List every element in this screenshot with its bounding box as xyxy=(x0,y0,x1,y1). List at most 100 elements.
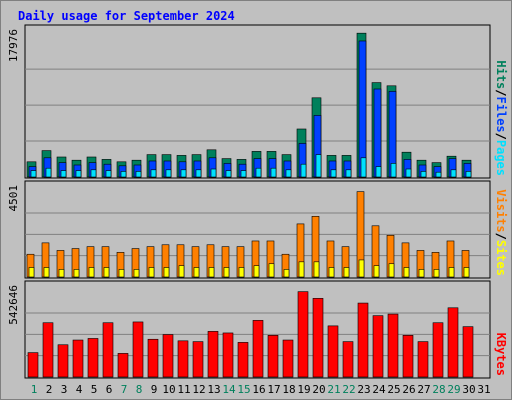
legend-entry: / xyxy=(494,133,508,140)
y-max-label: 17976 xyxy=(7,29,20,62)
legend-top: Hits/Files/Pages xyxy=(494,60,508,176)
x-label-day: 8 xyxy=(136,383,143,396)
x-label-day: 13 xyxy=(207,383,220,396)
bar-kbytes-day-23 xyxy=(357,302,369,378)
x-label-day: 5 xyxy=(91,383,98,396)
bar-sites-day-27 xyxy=(418,269,425,278)
bar-pages-day-27 xyxy=(420,171,427,178)
x-label-day: 16 xyxy=(252,383,265,396)
legend-entry: KBytes xyxy=(494,333,508,376)
legend-entry: / xyxy=(494,89,508,96)
x-axis-labels: 1 2 3 4 5 6 7 8 9 10 11 12 13 14 15 16 17 18 19 20 21 22 23 24 2… xyxy=(31,383,491,396)
x-label-day: 27 xyxy=(417,383,430,396)
x-label-day: 6 xyxy=(106,383,113,396)
bar-sites-day-25 xyxy=(388,263,395,278)
bar-sites-day-18 xyxy=(283,269,290,278)
bar-pages-day-25 xyxy=(390,163,397,178)
bar-pages-day-15 xyxy=(240,170,247,178)
bar-pages-day-16 xyxy=(255,167,262,178)
bar-sites-day-8 xyxy=(133,269,140,278)
chart-panels: 17976 Hits/Files/Pages 4501 Visits/Sites 542… xyxy=(7,24,508,379)
bar-pages-day-22 xyxy=(345,169,352,178)
bar-pages-day-20 xyxy=(315,154,322,178)
bar-kbytes-day-3 xyxy=(57,344,69,378)
bar-kbytes-day-28 xyxy=(432,322,444,378)
x-label-day: 21 xyxy=(327,383,340,396)
chart-title: Daily usage for September 2024 xyxy=(18,9,235,23)
x-label-day: 17 xyxy=(267,383,280,396)
legend-entry: Pages xyxy=(494,140,508,176)
bar-kbytes-day-16 xyxy=(252,320,264,378)
bar-kbytes-day-14 xyxy=(222,332,234,378)
bar-sites-day-26 xyxy=(403,267,410,278)
bar-kbytes-day-5 xyxy=(87,338,99,378)
x-label-day: 19 xyxy=(297,383,310,396)
x-label-day: 9 xyxy=(151,383,158,396)
bar-sites-day-19 xyxy=(298,261,305,278)
bar-kbytes-day-19 xyxy=(297,291,309,378)
bar-pages-day-13 xyxy=(210,168,217,178)
bar-kbytes-day-18 xyxy=(282,339,294,378)
bar-pages-day-8 xyxy=(135,171,142,178)
bar-kbytes-day-21 xyxy=(327,325,339,378)
bar-kbytes-day-25 xyxy=(387,313,399,378)
panel-middle: 4501 Visits/Sites xyxy=(7,180,508,279)
bar-kbytes-day-10 xyxy=(162,334,174,378)
legend-entry: Hits xyxy=(494,60,508,89)
bar-pages-day-21 xyxy=(330,169,337,178)
bar-pages-day-7 xyxy=(120,171,127,178)
bar-kbytes-day-17 xyxy=(267,335,279,378)
bar-pages-day-24 xyxy=(375,166,382,178)
bar-files-day-24 xyxy=(373,88,382,178)
x-label-day: 31 xyxy=(477,383,490,396)
bar-sites-day-16 xyxy=(253,265,260,278)
bar-kbytes-day-29 xyxy=(447,307,459,378)
x-label-day: 28 xyxy=(432,383,445,396)
bar-kbytes-day-9 xyxy=(147,338,159,378)
bar-sites-day-15 xyxy=(238,267,245,278)
bar-pages-day-2 xyxy=(45,167,52,178)
bar-pages-day-3 xyxy=(60,170,67,178)
bar-pages-day-28 xyxy=(435,171,442,178)
bar-kbytes-day-4 xyxy=(72,339,84,378)
bar-kbytes-day-26 xyxy=(402,335,414,378)
x-label-day: 14 xyxy=(222,383,236,396)
bar-sites-day-20 xyxy=(313,261,320,278)
x-label-day: 18 xyxy=(282,383,295,396)
bar-kbytes-day-30 xyxy=(462,326,474,378)
y-max-label: 542646 xyxy=(7,285,20,325)
bar-pages-day-29 xyxy=(450,169,457,178)
x-label-day: 26 xyxy=(402,383,415,396)
x-label-day: 11 xyxy=(177,383,190,396)
x-label-day: 4 xyxy=(76,383,83,396)
bar-sites-day-11 xyxy=(178,265,185,278)
legend-entry: Sites xyxy=(494,240,508,276)
bar-files-day-23 xyxy=(358,40,367,178)
bar-sites-day-13 xyxy=(208,267,215,278)
bar-kbytes-day-22 xyxy=(342,341,354,378)
bar-pages-day-18 xyxy=(285,169,292,178)
bar-pages-day-30 xyxy=(465,171,472,178)
legend-middle: Visits/Sites xyxy=(494,189,508,276)
x-label-day: 22 xyxy=(342,383,355,396)
bar-pages-day-26 xyxy=(405,168,412,178)
bar-sites-day-7 xyxy=(118,269,125,278)
bar-kbytes-day-20 xyxy=(312,298,324,378)
bar-sites-day-24 xyxy=(373,265,380,278)
x-label-day: 23 xyxy=(357,383,370,396)
x-label-day: 3 xyxy=(61,383,68,396)
bar-pages-day-4 xyxy=(75,170,82,178)
x-label-day: 25 xyxy=(387,383,400,396)
bar-kbytes-day-8 xyxy=(132,321,144,378)
bar-kbytes-day-11 xyxy=(177,340,189,378)
legend-entry: Visits xyxy=(494,189,508,232)
bar-sites-day-6 xyxy=(103,267,110,278)
bar-pages-day-14 xyxy=(225,170,232,178)
bar-sites-day-14 xyxy=(223,267,230,278)
bar-kbytes-day-24 xyxy=(372,315,384,378)
x-label-day: 30 xyxy=(462,383,475,396)
panel-top: 17976 Hits/Files/Pages xyxy=(7,24,508,179)
legend-bottom: KBytes xyxy=(494,333,508,376)
x-label-day: 24 xyxy=(372,383,386,396)
